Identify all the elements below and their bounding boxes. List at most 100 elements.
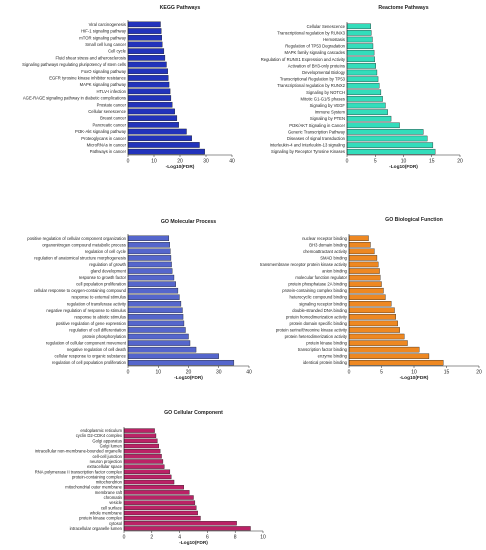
category-label: Mitotic G1-G1/S phases: [301, 96, 345, 101]
category-label: anion binding: [322, 269, 348, 274]
x-axis-title: -Log10(FDR): [174, 375, 203, 381]
category-label: Cellular senescence: [88, 109, 126, 114]
category-label: chromatin: [104, 495, 123, 500]
bar: [348, 294, 386, 300]
category-label: protein heterodimerization activity: [285, 334, 348, 339]
category-label: Cell cycle: [108, 49, 127, 54]
bar: [127, 75, 169, 81]
category-label: neuron projection: [90, 459, 123, 464]
category-label: MicroRNAs in cancer: [87, 142, 127, 147]
category-label: protein phosphorylation: [82, 334, 126, 339]
category-label: vesicle: [109, 500, 122, 505]
bar: [127, 320, 185, 327]
category-label: Signaling by NOTCH: [306, 90, 345, 95]
x-tick-label: 6: [206, 535, 209, 541]
category-label: regulation of transferase activity: [67, 301, 127, 306]
category-label: protein serine/threonine kinase activity: [276, 327, 348, 332]
bar: [123, 443, 159, 449]
chart-title: GO Molecular Process: [161, 219, 216, 225]
bar: [123, 479, 175, 485]
bar: [127, 333, 189, 340]
bar: [348, 353, 430, 359]
chart-title: KEGG Pathways: [160, 5, 201, 11]
bar: [348, 268, 380, 274]
category-label: HTLV-I infection: [97, 89, 127, 94]
bar: [127, 359, 235, 366]
bar: [127, 346, 197, 353]
category-label: Interleukin-4 and Interleukin-13 signali…: [270, 143, 346, 148]
bar: [346, 30, 372, 36]
x-tick-label: 15: [429, 159, 435, 165]
bar: [123, 490, 190, 495]
bar: [127, 48, 165, 54]
bar: [346, 109, 388, 115]
bar: [127, 88, 171, 95]
bar: [346, 122, 400, 129]
bar: [127, 101, 173, 108]
category-label: Activation of BH3-only proteins: [288, 63, 345, 68]
x-tick-label: 10: [155, 370, 161, 376]
bar: [127, 235, 170, 242]
bar: [127, 128, 187, 135]
x-tick-label: 15: [444, 370, 450, 376]
bar: [123, 510, 198, 516]
bar: [123, 464, 165, 469]
bar: [123, 448, 161, 454]
bar: [127, 122, 179, 128]
chart-title: GO Cellular Component: [164, 410, 223, 416]
bar: [346, 69, 378, 76]
bar: [346, 82, 380, 89]
bar: [127, 261, 172, 268]
x-tick-label: 10: [260, 535, 266, 541]
bar: [123, 515, 201, 521]
category-label: identical protein binding: [303, 360, 348, 365]
category-label: protein kinase binding: [306, 341, 347, 346]
x-tick-label: 10: [411, 370, 417, 376]
bar: [127, 301, 182, 307]
x-tick-label: 0: [127, 159, 130, 165]
category-label: EGFR tyrosine kinase inhibitor resistanc…: [49, 75, 126, 80]
chart-panel-3: GO Molecular Process positive regulation …: [27, 219, 252, 381]
category-label: PI3K-Akt signaling pathway: [75, 129, 127, 134]
bar: [127, 268, 173, 274]
category-label: Signaling by VEGF: [310, 103, 346, 108]
chart-panel-5: GO Cellular Component endoplasmic reticul…: [35, 410, 266, 546]
bar: [123, 521, 237, 526]
x-tick-label: 0: [346, 159, 349, 165]
category-label: cellular response to organic substance: [55, 354, 127, 359]
category-label: Pathways in cancer: [90, 149, 127, 154]
category-label: transmembrane receptor protein kinase ac…: [260, 262, 348, 267]
category-label: regulation of anatomical structure morph…: [34, 255, 126, 260]
category-label: Transcriptional regulation by RUNX3: [277, 30, 345, 35]
category-label: Transcriptional regulation by RUNX2: [277, 83, 345, 88]
category-label: protein-containing complex: [72, 474, 123, 479]
category-label: chemoattractant activity: [303, 249, 348, 254]
category-label: Golgi apparatus: [92, 438, 122, 443]
bar: [348, 307, 395, 314]
category-label: protein homodimerization activity: [286, 314, 348, 319]
bar: [348, 327, 400, 333]
bar: [127, 61, 167, 68]
category-label: PI3K/AKT Signaling in Cancer: [289, 123, 345, 128]
x-tick-label: 0: [123, 535, 126, 541]
bar: [348, 235, 369, 242]
category-label: nuclear receptor binding: [302, 236, 348, 241]
category-label: regulation of cell cycle: [85, 249, 127, 254]
bar: [127, 314, 184, 320]
chart-title: GO Biological Function: [385, 217, 443, 223]
category-label: heterocyclic compound binding: [290, 295, 348, 300]
bar: [348, 340, 408, 346]
category-label: Regulation of RUNX1 Expression and Activ…: [261, 57, 346, 62]
x-tick-label: 20: [457, 159, 463, 165]
category-label: double-stranded DNA binding: [292, 308, 347, 313]
bar: [346, 96, 383, 102]
category-label: cell surface: [101, 505, 123, 510]
category-label: Viral carcinogenesis: [89, 22, 126, 27]
category-label: gland development: [91, 269, 127, 274]
category-label: MAPK signaling pathway: [80, 82, 127, 87]
category-label: Hemostasis: [323, 37, 345, 42]
x-tick-label: 20: [177, 159, 183, 165]
bar: [346, 76, 379, 82]
category-label: MAPK family signaling cascades: [284, 50, 345, 55]
